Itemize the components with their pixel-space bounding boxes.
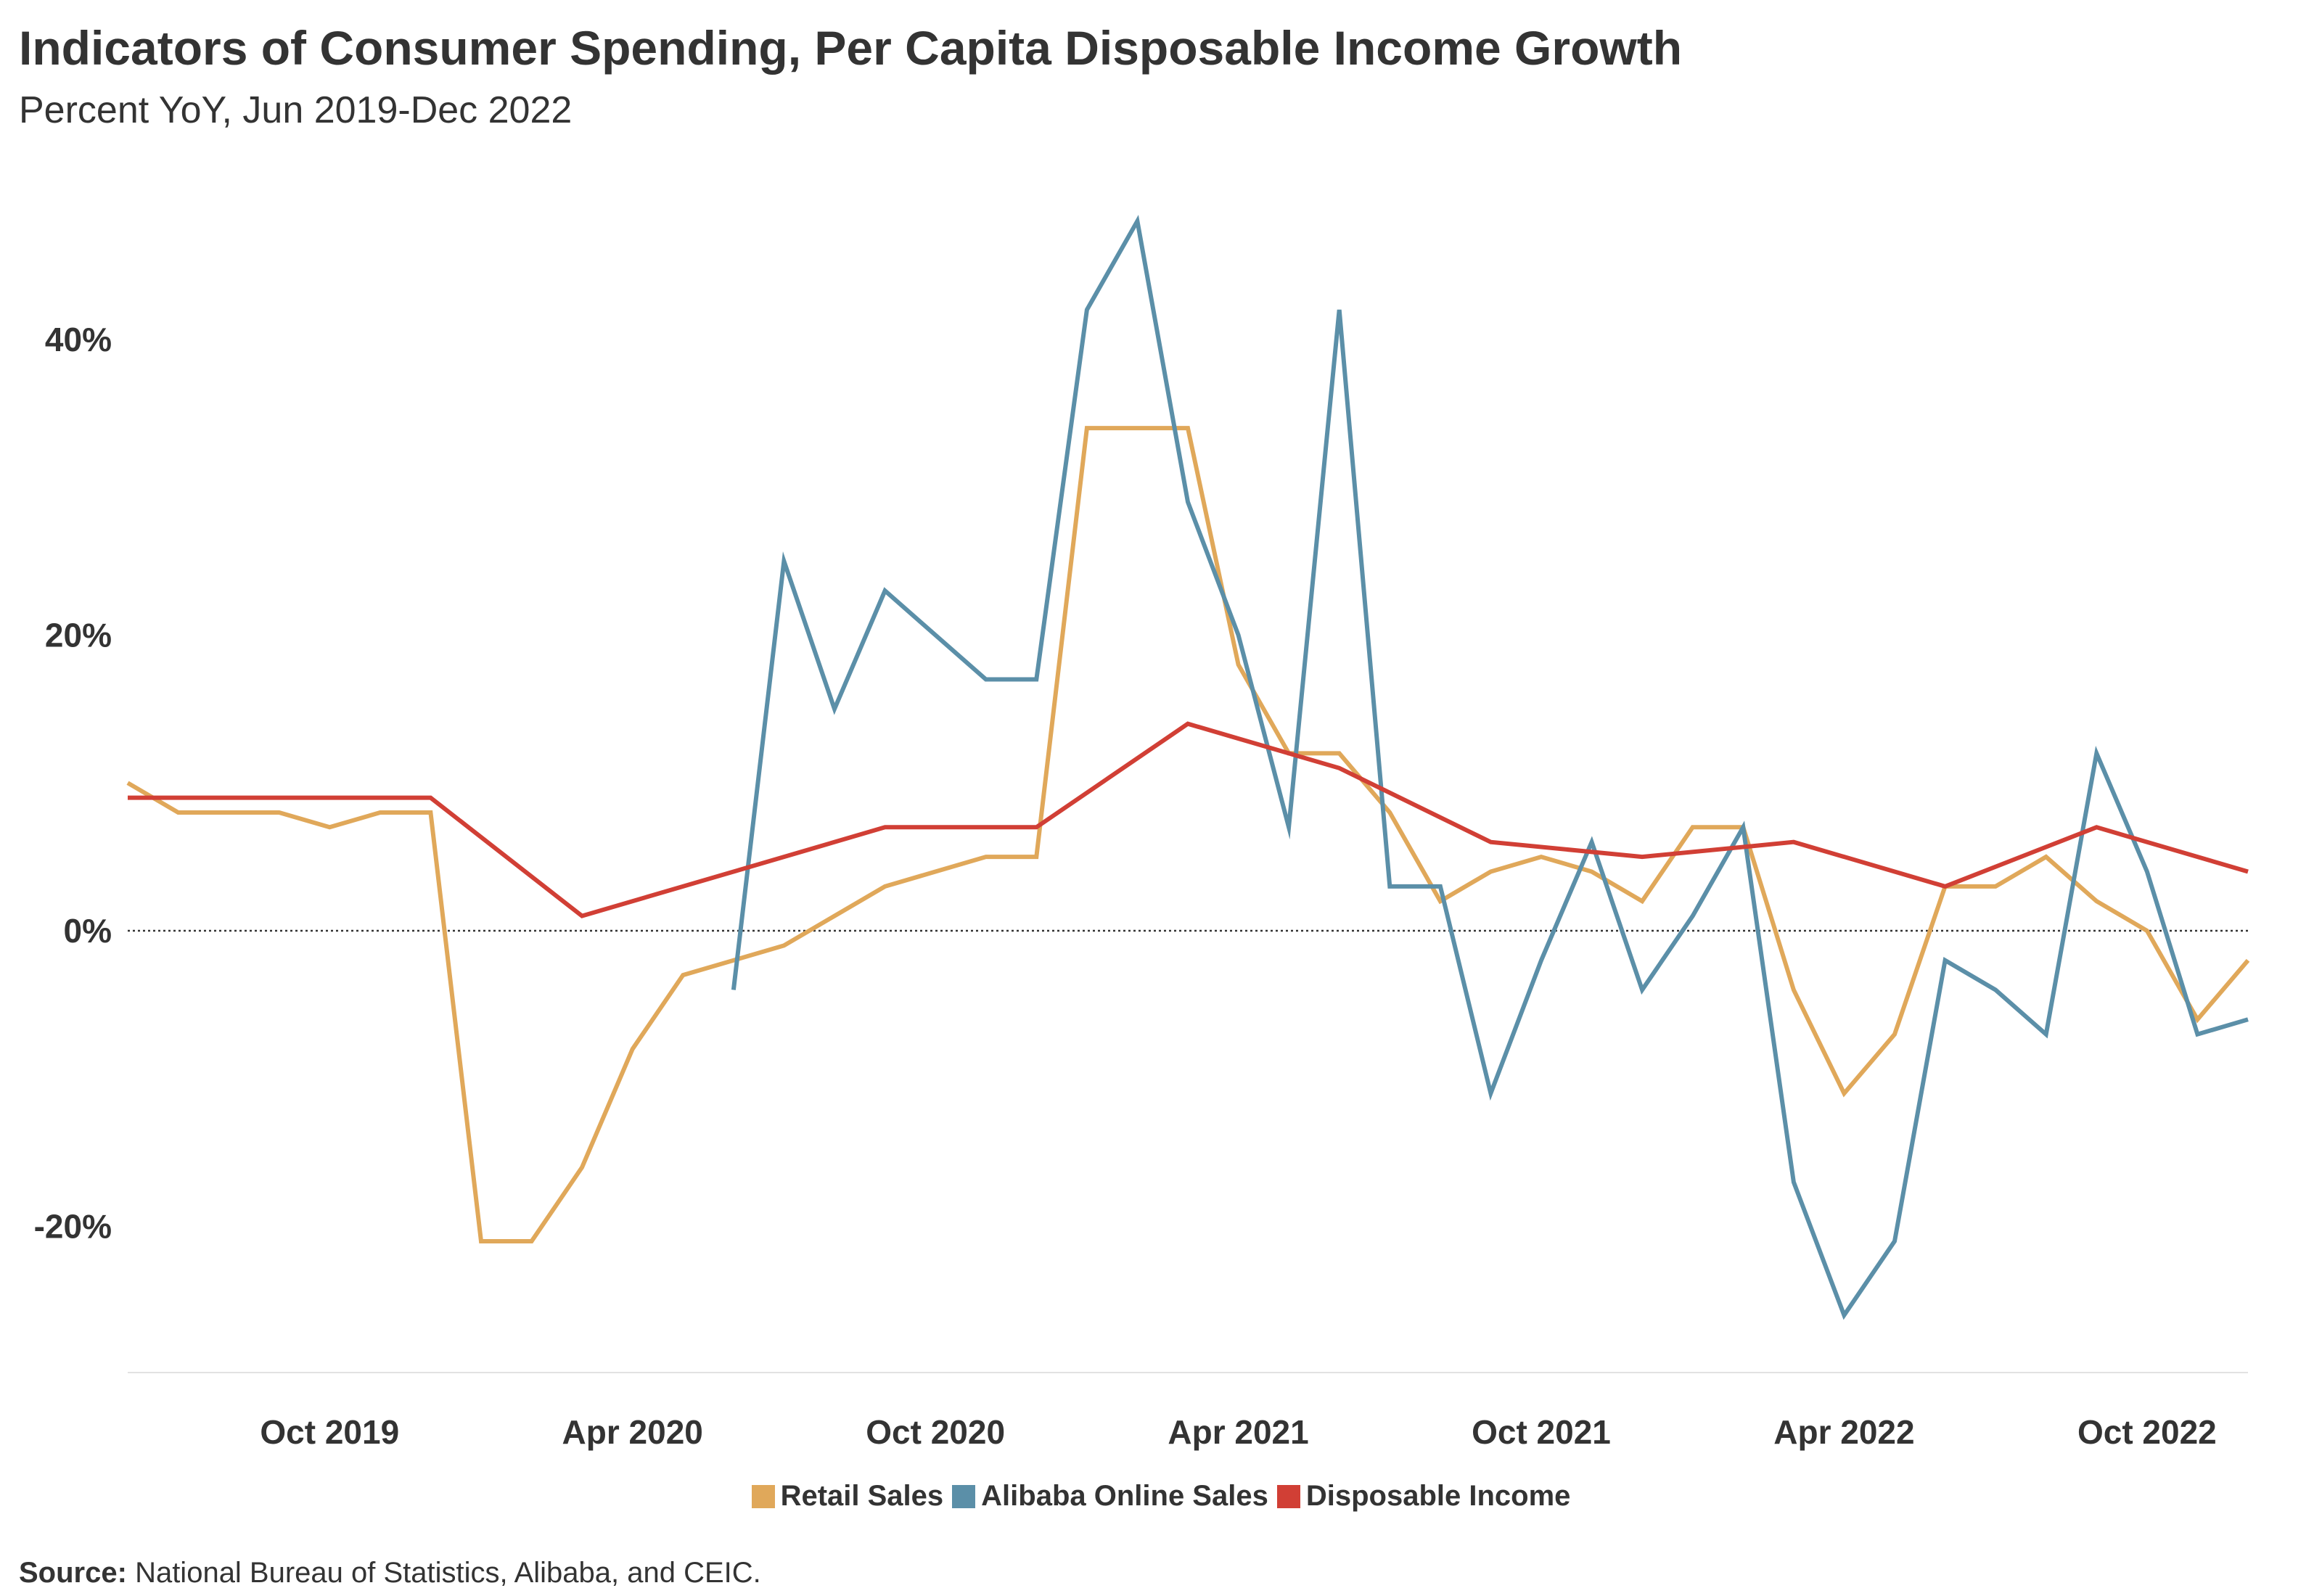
x-tick-label: Apr 2022 — [1773, 1413, 1914, 1451]
x-tick-label: Apr 2021 — [1168, 1413, 1308, 1451]
source-text: National Bureau of Statistics, Alibaba, … — [135, 1557, 761, 1589]
legend-label-retail-sales: Retail Sales — [780, 1480, 944, 1512]
series-layer — [126, 215, 2250, 1320]
legend: Retail Sales Alibaba Online Sales Dispos… — [0, 1480, 2322, 1513]
legend-label-disposable-income: Disposable Income — [1305, 1480, 1571, 1512]
y-tick-label: 0% — [64, 912, 112, 950]
x-tick-label: Oct 2019 — [260, 1413, 399, 1451]
series-line-retail-sales — [126, 426, 2250, 1243]
series-line-alibaba-online-sales — [731, 215, 2249, 1320]
chart-title: Indicators of Consumer Spending, Per Cap… — [19, 21, 1683, 75]
legend-swatch-disposable-income — [1276, 1484, 1300, 1508]
source-note: Source: National Bureau of Statistics, A… — [19, 1557, 761, 1589]
legend-swatch-alibaba-online-sales — [952, 1484, 976, 1508]
legend-swatch-retail-sales — [751, 1484, 775, 1508]
y-tick-label: -20% — [34, 1208, 112, 1246]
y-tick-label: 20% — [45, 616, 112, 654]
y-tick-label: 40% — [45, 321, 112, 358]
chart-subtitle: Percent YoY, Jun 2019-Dec 2022 — [19, 89, 573, 131]
series-line-disposable-income — [128, 721, 2249, 918]
source-label: Source: — [19, 1557, 127, 1589]
legend-item-retail-sales[interactable]: Retail Sales — [751, 1480, 944, 1513]
legend-label-alibaba-online-sales: Alibaba Online Sales — [981, 1480, 1268, 1512]
x-tick-label: Apr 2020 — [562, 1413, 703, 1451]
legend-item-disposable-income[interactable]: Disposable Income — [1276, 1480, 1571, 1513]
axis-layer: -20% 0% 20% 40% Oct 2019 Apr 2020 Oct 2020 Apr … — [34, 321, 2248, 1451]
x-tick-label: Oct 2022 — [2077, 1413, 2217, 1451]
x-tick-label: Oct 2021 — [1472, 1413, 1611, 1451]
x-tick-label: Oct 2020 — [866, 1413, 1005, 1451]
legend-item-alibaba-online-sales[interactable]: Alibaba Online Sales — [952, 1480, 1268, 1513]
